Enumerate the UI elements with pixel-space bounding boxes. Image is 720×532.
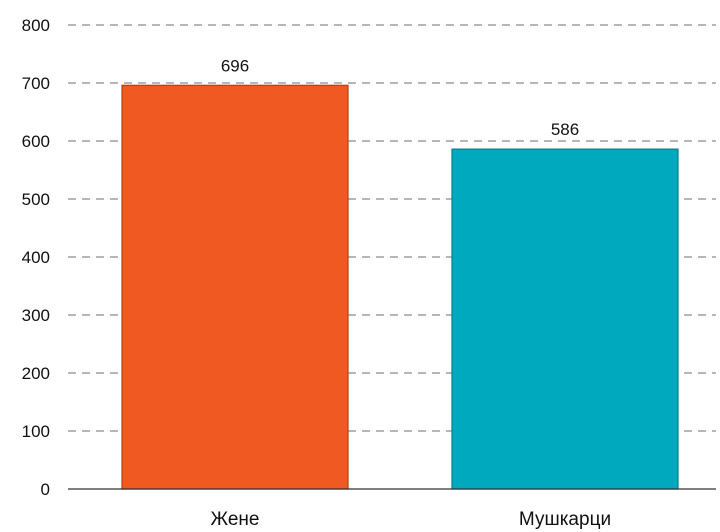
- bars: [121, 84, 679, 490]
- y-tick-label-400: 400: [22, 248, 50, 267]
- y-axis-tick-labels: 0 100 200 300 400 500 600 700 800: [22, 16, 50, 499]
- y-tick-label-500: 500: [22, 190, 50, 209]
- y-tick-label-800: 800: [22, 16, 50, 35]
- y-tick-label-600: 600: [22, 132, 50, 151]
- data-labels: 696 586: [221, 56, 579, 139]
- category-label-2: Мушкарци: [519, 509, 611, 530]
- y-tick-label-300: 300: [22, 306, 50, 325]
- x-axis-category-labels: Жене Мушкарци: [211, 509, 612, 530]
- data-label-2: 586: [551, 120, 579, 139]
- y-tick-label-700: 700: [22, 74, 50, 93]
- bar-1: [121, 84, 349, 490]
- y-tick-label-100: 100: [22, 422, 50, 441]
- y-tick-label-0: 0: [41, 480, 50, 499]
- bar-2: [451, 148, 679, 490]
- y-tick-label-200: 200: [22, 364, 50, 383]
- data-label-1: 696: [221, 56, 249, 75]
- category-label-1: Жене: [211, 509, 260, 530]
